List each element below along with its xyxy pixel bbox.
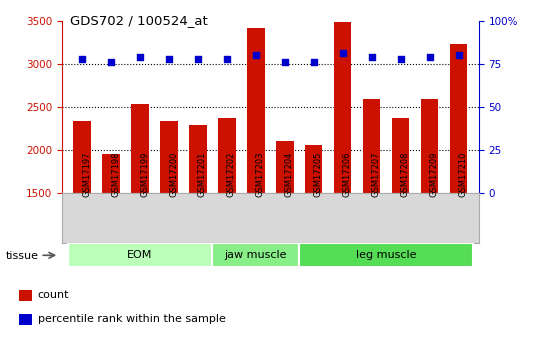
Bar: [392, 118, 409, 323]
Point: [309, 59, 318, 65]
Bar: [102, 154, 120, 323]
Text: count: count: [38, 290, 69, 300]
Bar: [74, 121, 91, 323]
Bar: [276, 141, 294, 323]
Bar: [299, 243, 473, 267]
Point: [397, 56, 405, 61]
Bar: [131, 104, 148, 323]
Text: GSM17197: GSM17197: [82, 152, 91, 197]
Text: GSM17209: GSM17209: [430, 152, 438, 197]
Text: GSM17210: GSM17210: [458, 152, 468, 197]
Point: [136, 54, 144, 60]
Bar: [247, 28, 265, 323]
Bar: [450, 45, 467, 323]
Point: [107, 59, 115, 65]
Bar: [363, 99, 380, 323]
Point: [280, 59, 289, 65]
Bar: [160, 121, 178, 323]
Point: [78, 56, 87, 61]
Text: leg muscle: leg muscle: [356, 250, 416, 260]
Text: GSM17199: GSM17199: [140, 152, 149, 197]
Bar: [68, 243, 213, 267]
Text: GSM17203: GSM17203: [256, 152, 265, 197]
Text: GSM17207: GSM17207: [372, 152, 381, 197]
Text: GSM17208: GSM17208: [401, 152, 409, 197]
Bar: [213, 243, 299, 267]
Text: GSM17202: GSM17202: [227, 152, 236, 197]
Text: GSM17206: GSM17206: [343, 152, 352, 197]
Point: [338, 51, 347, 56]
Text: GSM17205: GSM17205: [314, 152, 323, 197]
Bar: [334, 21, 351, 323]
Text: tissue: tissue: [5, 251, 38, 261]
Text: EOM: EOM: [128, 250, 153, 260]
Text: percentile rank within the sample: percentile rank within the sample: [38, 314, 225, 324]
Text: GDS702 / 100524_at: GDS702 / 100524_at: [70, 14, 208, 27]
Bar: [421, 99, 438, 323]
Point: [165, 56, 173, 61]
Bar: [218, 118, 236, 323]
Point: [454, 52, 463, 58]
Text: GSM17200: GSM17200: [169, 152, 178, 197]
Point: [367, 54, 376, 60]
Bar: [305, 145, 322, 323]
Text: jaw muscle: jaw muscle: [225, 250, 287, 260]
Point: [252, 52, 260, 58]
Bar: [189, 125, 207, 323]
Point: [194, 56, 202, 61]
Point: [426, 54, 434, 60]
Point: [223, 56, 231, 61]
Text: GSM17204: GSM17204: [285, 152, 294, 197]
Text: GSM17201: GSM17201: [198, 152, 207, 197]
Text: GSM17198: GSM17198: [111, 152, 120, 197]
